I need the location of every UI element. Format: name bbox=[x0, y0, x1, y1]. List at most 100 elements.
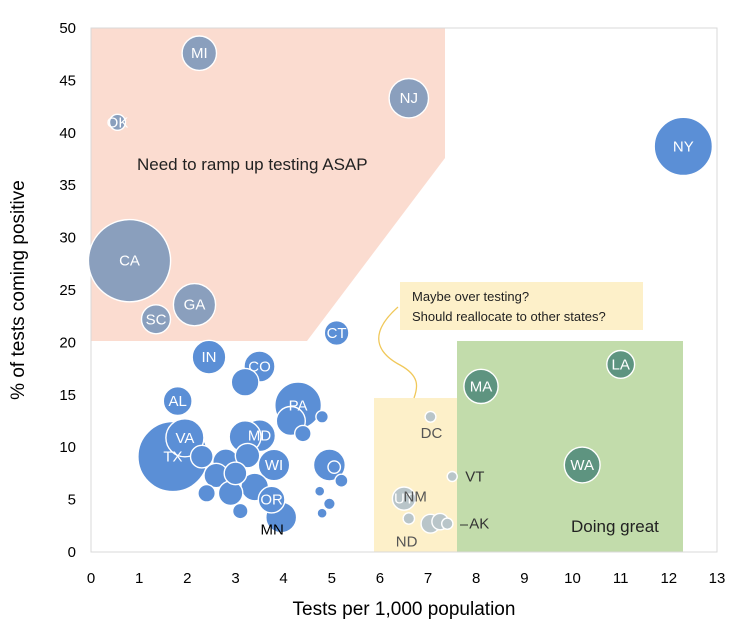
y-tick-label: 5 bbox=[68, 492, 76, 509]
bubble-label-ak: AK bbox=[469, 516, 489, 533]
bubble-label-ct: CT bbox=[327, 325, 347, 342]
bubble-ny bbox=[653, 116, 714, 177]
bubble-label-tx: TX bbox=[163, 449, 182, 466]
callout-connector bbox=[378, 306, 418, 399]
bubble-label-al: AL bbox=[169, 393, 187, 410]
y-tick-label: 45 bbox=[59, 72, 76, 89]
bubble-ca bbox=[87, 218, 172, 303]
x-tick-label: 3 bbox=[231, 570, 239, 587]
bubble-al bbox=[162, 386, 193, 417]
zone-text-layer: Need to ramp up testing ASAP Doing great bbox=[137, 155, 659, 536]
bubble-ok bbox=[108, 113, 127, 132]
bubble bbox=[322, 497, 336, 511]
y-tick-label: 25 bbox=[59, 282, 76, 299]
x-tick-label: 11 bbox=[613, 570, 629, 587]
bubble-label-ok: OK bbox=[107, 114, 129, 131]
x-axis-title: Tests per 1,000 population bbox=[293, 599, 516, 620]
bubble bbox=[327, 460, 342, 474]
bubble bbox=[234, 442, 261, 469]
bubble-label-mn: MN bbox=[261, 521, 284, 538]
x-tick-label: 7 bbox=[424, 570, 432, 587]
x-tick-label: 6 bbox=[376, 570, 384, 587]
bubble-ut bbox=[391, 486, 417, 511]
x-tick-label: 10 bbox=[564, 570, 581, 587]
bubble-ma bbox=[463, 368, 499, 405]
yellow-zone-callout: Maybe over testing? Should reallocate to … bbox=[378, 282, 643, 399]
bubble-label-ga: GA bbox=[184, 297, 206, 314]
bubble-la bbox=[606, 349, 636, 379]
bubble-label-dc: DC bbox=[421, 425, 443, 442]
bubble-label-in: IN bbox=[202, 349, 217, 366]
bubble-ak bbox=[440, 517, 454, 531]
bubble bbox=[223, 461, 248, 486]
bubble-label-vt: VT bbox=[465, 469, 484, 486]
bubble-ga bbox=[172, 282, 217, 327]
bubble-wi bbox=[257, 448, 291, 482]
bubble-or bbox=[257, 485, 286, 514]
y-tick-label: 50 bbox=[59, 20, 76, 37]
bubble-sc bbox=[140, 304, 172, 335]
bubble-ct bbox=[323, 320, 350, 347]
x-tick-label: 4 bbox=[279, 570, 287, 587]
bubble bbox=[197, 483, 217, 503]
bubble-dc bbox=[424, 410, 437, 423]
bubble-label-ca: CA bbox=[119, 253, 140, 270]
bubble-vt bbox=[446, 470, 458, 483]
x-tick-label: 2 bbox=[183, 570, 191, 587]
callout-box bbox=[400, 282, 643, 330]
bubble-label-wi: WI bbox=[265, 457, 283, 474]
x-tick-label: 8 bbox=[472, 570, 480, 587]
bubble-label-layer: MI OK NJ NY CA GA SC IN CO CT AL PA MD VA TX WI OR MN DC MA… bbox=[107, 45, 694, 550]
bubble-label-nj: NJ bbox=[400, 90, 418, 107]
x-tick-label: 0 bbox=[87, 570, 95, 587]
bubble bbox=[314, 485, 326, 497]
bubble-label-ma: MA bbox=[470, 378, 493, 395]
y-tick-label: 35 bbox=[59, 177, 76, 194]
y-tick-label: 15 bbox=[59, 387, 76, 404]
bubble-nd bbox=[402, 512, 416, 525]
x-tick-label: 13 bbox=[709, 570, 726, 587]
bubble-wa bbox=[563, 446, 601, 484]
y-tick-label: 0 bbox=[68, 544, 76, 561]
bubble-label-la: LA bbox=[612, 356, 630, 373]
bubble-label-md: MD bbox=[248, 428, 271, 445]
bubble-label-ny: NY bbox=[673, 138, 694, 155]
bubble-mi bbox=[181, 35, 218, 72]
bubble bbox=[315, 409, 329, 424]
bubble bbox=[316, 507, 328, 519]
callout-text: Maybe over testing? Should reallocate to … bbox=[412, 289, 606, 324]
bubble-label-ut: UT bbox=[394, 491, 414, 508]
x-axis-ticks: 0 1 2 3 4 5 6 7 8 9 10 11 12 13 bbox=[87, 570, 726, 587]
bubble-label-wa: WA bbox=[570, 457, 594, 474]
bubble-nj bbox=[388, 77, 430, 119]
bubble-label-pa: PA bbox=[289, 397, 308, 414]
bubble-label-sc: SC bbox=[146, 311, 167, 328]
x-tick-label: 12 bbox=[660, 570, 677, 587]
x-tick-label: 1 bbox=[135, 570, 143, 587]
bubble bbox=[293, 424, 312, 443]
bubble-layer bbox=[87, 35, 714, 534]
y-axis-ticks: 0 5 10 15 20 25 30 35 40 45 50 bbox=[59, 20, 76, 561]
y-tick-label: 10 bbox=[59, 439, 76, 456]
y-axis-title: % of tests coming positive bbox=[8, 180, 29, 400]
green-zone-label: Doing great bbox=[571, 517, 659, 536]
bubble bbox=[334, 473, 349, 488]
y-tick-label: 30 bbox=[59, 230, 76, 247]
bubble bbox=[189, 444, 214, 469]
bubble-label-co: CO bbox=[248, 359, 271, 376]
bubble-in bbox=[191, 339, 227, 375]
x-tick-label: 9 bbox=[520, 570, 528, 587]
red-zone bbox=[91, 28, 445, 341]
bubble-label-va: VA bbox=[175, 430, 194, 447]
bubble-label-nd: ND bbox=[396, 534, 418, 551]
plot-frame bbox=[90, 27, 718, 553]
bubble-label-nm: NM bbox=[404, 489, 427, 506]
bubble bbox=[230, 367, 260, 397]
bubble-label-or: OR bbox=[260, 492, 283, 509]
red-zone-label: Need to ramp up testing ASAP bbox=[137, 155, 368, 174]
y-tick-label: 20 bbox=[59, 334, 76, 351]
bubble bbox=[231, 502, 249, 520]
x-tick-label: 5 bbox=[328, 570, 336, 587]
y-tick-label: 40 bbox=[59, 125, 76, 142]
